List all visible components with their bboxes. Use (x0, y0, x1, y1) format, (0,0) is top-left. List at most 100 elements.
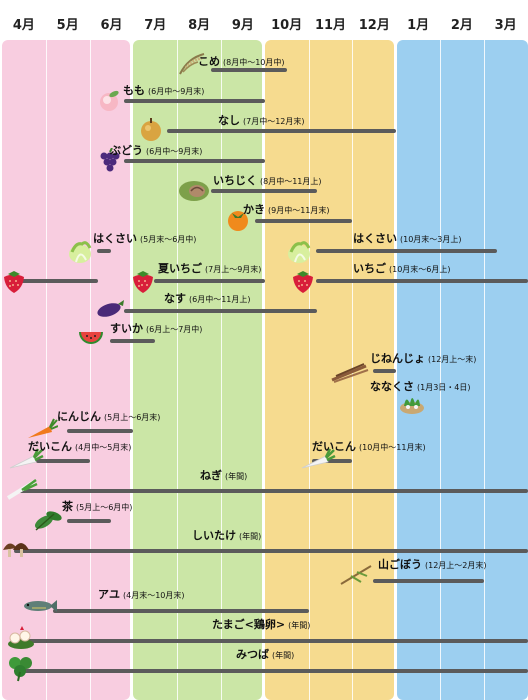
harvest-period: (6月中〜9月末) (146, 147, 203, 156)
crop-label: なす (6月中〜11月上) (164, 291, 251, 306)
crop-label: なし (7月中〜12月末) (218, 113, 305, 128)
month-label: 12月 (358, 18, 390, 33)
strawberry-icon (130, 268, 156, 298)
crop-label: だいこん (10月中〜11月末) (312, 439, 426, 454)
crop-label: ぶどう (6月中〜9月末) (110, 143, 202, 158)
harvest-bar (316, 279, 528, 283)
wild-yam-icon (330, 360, 370, 388)
burdock-icon (339, 562, 375, 590)
harvest-period: (年間) (272, 651, 295, 660)
month-divider (89, 40, 91, 700)
harvest-period: (4月中〜5月末) (75, 443, 132, 452)
crop-label: じねんじょ (12月上〜末) (370, 351, 476, 366)
crop-label: 夏いちご (7月上〜9月末) (158, 261, 261, 276)
green-onion-icon (6, 478, 38, 504)
harvest-bar (14, 549, 528, 553)
harvest-period: (4月末〜10月末) (123, 591, 185, 600)
crop-label: アユ (4月末〜10月末) (98, 587, 185, 602)
harvest-bar (254, 219, 353, 223)
crop-label: たまご<鶏卵> (年間) (212, 617, 310, 632)
rice-icon (178, 52, 208, 80)
month-label: 7月 (144, 18, 167, 33)
crop-name: ななくさ (370, 380, 414, 393)
crop-name: なし (218, 114, 240, 127)
crop-name: ぶどう (110, 144, 143, 157)
month-divider (45, 40, 47, 700)
month-divider (483, 40, 485, 700)
harvest-bar (312, 459, 353, 463)
tea-leaf-icon (32, 506, 64, 536)
crop-label: 山ごぼう (12月上〜2月末) (378, 557, 487, 572)
harvest-bar (18, 639, 528, 643)
daikon-icon (8, 448, 44, 474)
mitsuba-icon (6, 654, 36, 686)
crop-name: 茶 (62, 500, 73, 513)
harvest-period: (8月中〜11月上) (260, 177, 322, 186)
crop-name: はくさい (353, 232, 397, 245)
harvest-period: (10月中〜11月末) (359, 443, 426, 452)
month-label: 2月 (450, 18, 473, 33)
crop-name: かき (243, 203, 265, 216)
crop-name: もも (123, 84, 145, 97)
month-divider (308, 40, 310, 700)
harvest-bar (123, 309, 318, 313)
harvest-period: (年間) (225, 472, 248, 481)
persimmon-icon (225, 206, 251, 236)
harvest-bar (53, 609, 309, 613)
pear-icon (138, 117, 164, 147)
harvest-period: (6月中〜9月末) (148, 87, 205, 96)
nanakusa-icon (398, 390, 426, 420)
winter-band (397, 40, 528, 700)
crop-name: たまご<鶏卵> (212, 618, 286, 631)
carrot-icon (26, 418, 59, 444)
harvest-period: (7月中〜12月末) (243, 117, 305, 126)
sweetfish-icon (22, 596, 58, 620)
month-divider (440, 40, 441, 700)
crop-name: 夏いちご (158, 262, 202, 275)
harvest-period: (7月上〜9月末) (205, 265, 262, 274)
crop-label: はくさい (5月末〜6月中) (93, 231, 196, 246)
month-label: 10月 (271, 18, 303, 33)
month-label: 8月 (188, 18, 211, 33)
crop-label: いちじく (8月中〜11月上) (213, 173, 322, 188)
harvest-bar (154, 279, 265, 283)
month-label: 1月 (407, 18, 430, 33)
crop-name: こめ (198, 55, 220, 68)
harvest-period: (年間) (288, 621, 311, 630)
strawberry-icon (1, 268, 27, 298)
month-label: 5月 (56, 18, 79, 33)
crop-name: にんじん (57, 410, 101, 423)
month-divider (221, 40, 222, 700)
harvest-bar (18, 489, 528, 493)
harvest-bar (35, 459, 90, 463)
crop-name: みつば (236, 648, 269, 661)
harvest-period: (8月中〜10月中) (223, 58, 285, 67)
harvest-period: (6月上〜7月中) (146, 325, 203, 334)
summer-band (133, 40, 262, 700)
crop-name: いちじく (213, 174, 257, 187)
harvest-period: (10月末〜6月上) (389, 265, 451, 274)
harvest-bar (66, 429, 134, 433)
crop-name: なす (164, 292, 186, 305)
harvest-bar (66, 519, 112, 523)
harvest-period: (5月上〜6月中) (76, 503, 133, 512)
harvest-bar (18, 669, 528, 673)
harvest-period: (9月中〜11月末) (268, 206, 330, 215)
harvest-period: (10月末〜3月上) (400, 235, 462, 244)
crop-label: だいこん (4月中〜5月末) (28, 439, 131, 454)
crop-name: はくさい (93, 232, 137, 245)
crop-label: 茶 (5月上〜6月中) (62, 499, 132, 514)
harvest-period: (1月3日・4日) (417, 383, 471, 392)
crop-name: じねんじょ (370, 352, 425, 365)
crop-name: ねぎ (200, 469, 222, 482)
harvest-period: (5月末〜6月中) (140, 235, 197, 244)
crop-label: こめ (8月中〜10月中) (198, 54, 285, 69)
crop-label: はくさい (10月末〜3月上) (353, 231, 462, 246)
spring-band (2, 40, 130, 700)
crop-name: しいたけ (192, 529, 236, 542)
crop-name: いちご (353, 262, 386, 275)
month-label: 9月 (231, 18, 254, 33)
napa-cabbage-icon (285, 238, 313, 270)
crop-label: しいたけ (年間) (192, 528, 261, 543)
